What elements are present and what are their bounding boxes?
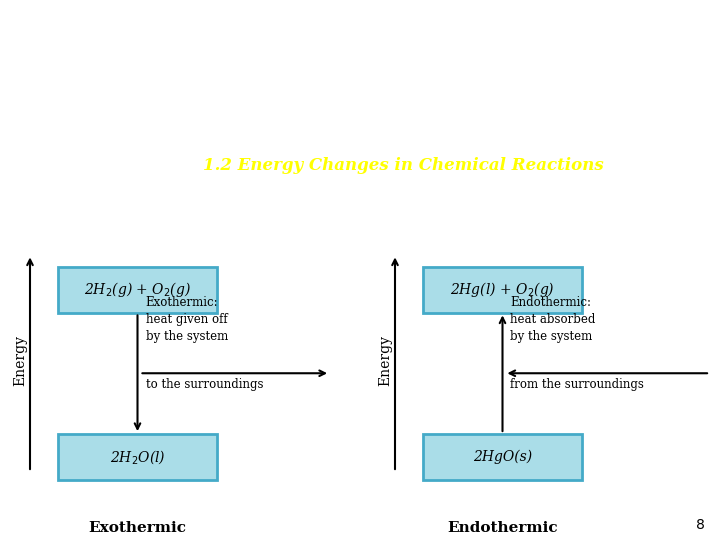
Text: from the surroundings: from the surroundings [510, 378, 644, 392]
Text: to the surroundings: to the surroundings [145, 378, 263, 392]
FancyBboxPatch shape [58, 267, 217, 313]
FancyBboxPatch shape [423, 434, 582, 480]
Text: 2H$_2$O(l): 2H$_2$O(l) [109, 448, 166, 466]
Text: Endothermic:
heat absorbed
by the system: Endothermic: heat absorbed by the system [510, 296, 596, 343]
Text: Energy: Energy [378, 335, 392, 386]
Text: Exothermic:
heat given off
by the system: Exothermic: heat given off by the system [145, 296, 228, 343]
Text: 2Hg(l) + O$_2$(g): 2Hg(l) + O$_2$(g) [450, 280, 555, 299]
FancyBboxPatch shape [58, 434, 217, 480]
Text: 8: 8 [696, 518, 705, 532]
Text: 2H$_2$(g) + O$_2$(g): 2H$_2$(g) + O$_2$(g) [84, 280, 191, 299]
FancyBboxPatch shape [423, 267, 582, 313]
Text: Chapter 1 / Thermochemistry: Chapter 1 / Thermochemistry [220, 63, 587, 84]
Text: Exothermic: Exothermic [89, 521, 186, 535]
Text: 1.2 Energy Changes in Chemical Reactions: 1.2 Energy Changes in Chemical Reactions [203, 157, 603, 174]
Text: Endothermic: Endothermic [447, 521, 558, 535]
Text: 2HgO(s): 2HgO(s) [473, 450, 532, 464]
Text: Energy: Energy [13, 335, 27, 386]
